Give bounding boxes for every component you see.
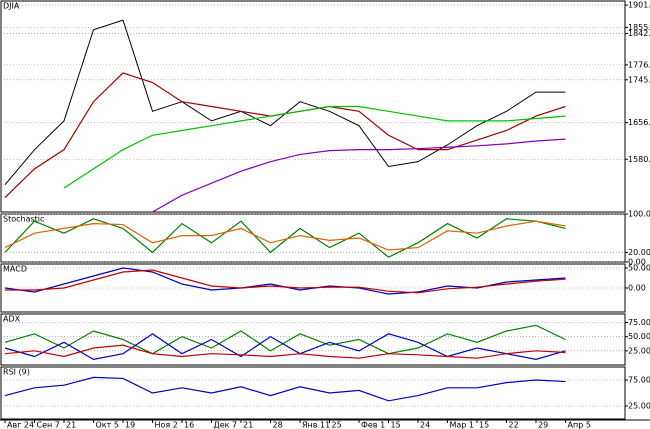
x-tick-label: 22 bbox=[509, 421, 519, 429]
x-tick-label: Авг 24 bbox=[7, 421, 34, 429]
series-line bbox=[152, 138, 566, 213]
x-tick-label: 19 bbox=[125, 421, 135, 429]
series-line bbox=[4, 218, 566, 258]
y-tick-label: 20.00 bbox=[628, 248, 650, 257]
series-line bbox=[4, 333, 566, 360]
x-tick-label: 15 bbox=[479, 421, 489, 429]
panel-frame bbox=[0, 313, 626, 366]
x-tick-label: Окт 5 bbox=[96, 421, 119, 429]
y-tick-label: 1901.46 bbox=[628, 1, 650, 10]
y-tick-label: 1855.00 bbox=[628, 23, 650, 32]
series-line bbox=[4, 220, 566, 251]
panel-frame bbox=[0, 0, 626, 213]
y-tick-label: 25.00 bbox=[628, 346, 650, 355]
panel-frame bbox=[0, 366, 626, 420]
x-tick-label: Сен 7 bbox=[37, 421, 60, 429]
x-tick-label: 16 bbox=[184, 421, 194, 429]
panel-title: DJIA bbox=[3, 2, 20, 11]
x-tick-label: Дек 7 bbox=[214, 421, 238, 429]
x-tick-label: Мар 1 bbox=[450, 421, 475, 429]
panel-title: RSI (9) bbox=[3, 368, 30, 377]
x-tick-label: 21 bbox=[243, 421, 253, 429]
y-tick-label: 75.00 bbox=[628, 318, 650, 327]
y-tick-label: 0.00 bbox=[628, 284, 646, 293]
panel-title: Stochastic bbox=[3, 215, 44, 224]
x-tick-label: 28 bbox=[273, 421, 283, 429]
x-tick-label: Фев 1 bbox=[361, 421, 385, 429]
panel-title: ADX bbox=[3, 315, 21, 324]
y-tick-label: 0.00 bbox=[628, 258, 646, 267]
y-tick-label: 100.00 bbox=[628, 210, 650, 219]
panel-title: MACD bbox=[3, 265, 27, 274]
x-tick-label: 24 bbox=[420, 421, 430, 429]
y-tick-label: 50.00 bbox=[628, 264, 650, 273]
series-line bbox=[4, 376, 566, 402]
series-line bbox=[5, 269, 566, 294]
x-tick-label: 21 bbox=[66, 421, 76, 429]
x-tick-label: 25 bbox=[332, 421, 342, 429]
y-tick-label: 1776.79 bbox=[628, 60, 650, 69]
y-tick-label: 1745.74 bbox=[628, 75, 650, 84]
y-tick-label: 75.00 bbox=[628, 376, 650, 385]
series-line bbox=[4, 344, 566, 359]
x-tick-label: 29 bbox=[538, 421, 548, 429]
series-line bbox=[63, 105, 566, 189]
x-tick-label: Ноя 2 bbox=[155, 421, 178, 429]
y-tick-label: 1656.36 bbox=[628, 118, 650, 127]
x-tick-label: Апр 5 bbox=[568, 421, 591, 429]
y-tick-label: 50.00 bbox=[628, 332, 650, 341]
series-line bbox=[4, 324, 566, 355]
y-tick-label: 1580.00 bbox=[628, 155, 650, 164]
y-tick-label: 1842.11 bbox=[628, 29, 650, 38]
x-tick-label: 15 bbox=[391, 421, 401, 429]
x-tick-label: Янв 11 bbox=[302, 421, 330, 429]
y-tick-label: 25.00 bbox=[628, 402, 650, 411]
